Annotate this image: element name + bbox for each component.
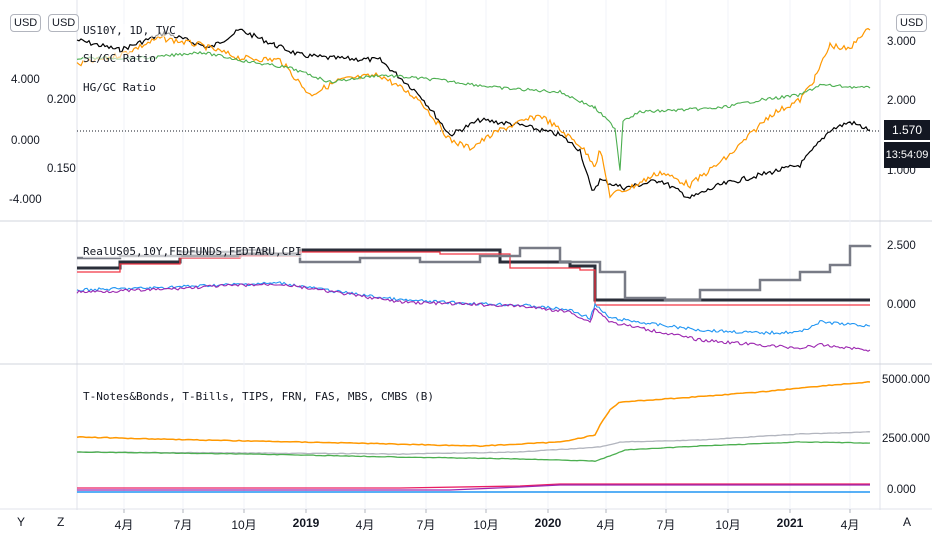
pane1-legend-sl-gc[interactable]: SL/GC Ratio xyxy=(83,52,156,65)
series-mbs xyxy=(77,484,870,491)
pane1-left-axis-outer-1: 0.000 xyxy=(11,135,40,147)
pane3-legend[interactable]: T-Notes&Bonds, T-Bills, TIPS, FRN, FAS, … xyxy=(83,390,434,403)
series-tips xyxy=(76,441,871,462)
pane1-right-axis-2: 1.000 xyxy=(887,165,916,177)
x-tick-label: 7月 xyxy=(173,518,193,532)
series-hg-gc-ratio xyxy=(76,51,871,171)
x-tick-label: 4月 xyxy=(114,518,134,532)
x-tick-label: 2020 xyxy=(534,516,562,530)
pane3-right-axis-0: 5000.000 xyxy=(882,374,930,386)
log-scale-button[interactable]: Y xyxy=(17,515,26,529)
x-tick-label: 4月 xyxy=(840,518,860,532)
bar-countdown-label: 13:54:09 xyxy=(884,142,930,168)
series-real05y xyxy=(76,282,871,352)
series-t-notes-bonds xyxy=(76,381,871,448)
pane1-legend-hg-gc[interactable]: HG/GC Ratio xyxy=(83,81,156,94)
currency-button-left-outer[interactable]: USD xyxy=(10,14,42,32)
pane2-legend[interactable]: RealUS05,10Y,FEDFUNDS,FEDTARU,CPI xyxy=(83,245,302,258)
x-tick-label: 2021 xyxy=(776,516,804,530)
auto-scale-button[interactable]: A xyxy=(903,515,912,529)
pane1-right-axis-1: 2.000 xyxy=(887,95,916,107)
pane2-right-axis-1: 0.000 xyxy=(887,299,916,311)
series-fedtaru xyxy=(77,251,870,306)
x-tick-label: 4月 xyxy=(355,518,375,532)
x-tick-label: 4月 xyxy=(596,518,616,532)
pane1-left-axis-inner-0: 0.200 xyxy=(47,94,76,106)
last-price-label: 1.570 xyxy=(884,120,930,140)
x-tick-label: 10月 xyxy=(231,518,257,532)
x-tick-label: 10月 xyxy=(715,518,741,532)
pane3-right-axis-2: 0.000 xyxy=(887,484,916,496)
currency-button-right[interactable]: USD xyxy=(896,14,928,32)
series-frn xyxy=(77,483,870,489)
pane1-right-axis-0: 3.000 xyxy=(887,36,916,48)
currency-button-left-inner[interactable]: USD xyxy=(48,14,80,32)
series-us10y xyxy=(76,28,871,199)
x-tick-label: 2019 xyxy=(292,516,320,530)
x-tick-label: 7月 xyxy=(656,518,676,532)
series-t-bills xyxy=(76,431,871,455)
x-tick-label: 10月 xyxy=(473,518,499,532)
x-tick-label: 7月 xyxy=(416,518,436,532)
series-sl-gc-ratio xyxy=(76,27,871,199)
pane2-right-axis-0: 2.500 xyxy=(887,240,916,252)
pane1-legend-us10y[interactable]: US10Y, 1D, TVC xyxy=(83,24,176,37)
pane1-left-axis-inner-1: 0.150 xyxy=(47,163,76,175)
pane3-right-axis-1: 2500.000 xyxy=(882,433,930,445)
zoom-button[interactable]: Z xyxy=(57,515,65,529)
pane1-left-axis-outer-2: -4.000 xyxy=(9,194,42,206)
pane1-left-axis-outer-0: 4.000 xyxy=(11,74,40,86)
